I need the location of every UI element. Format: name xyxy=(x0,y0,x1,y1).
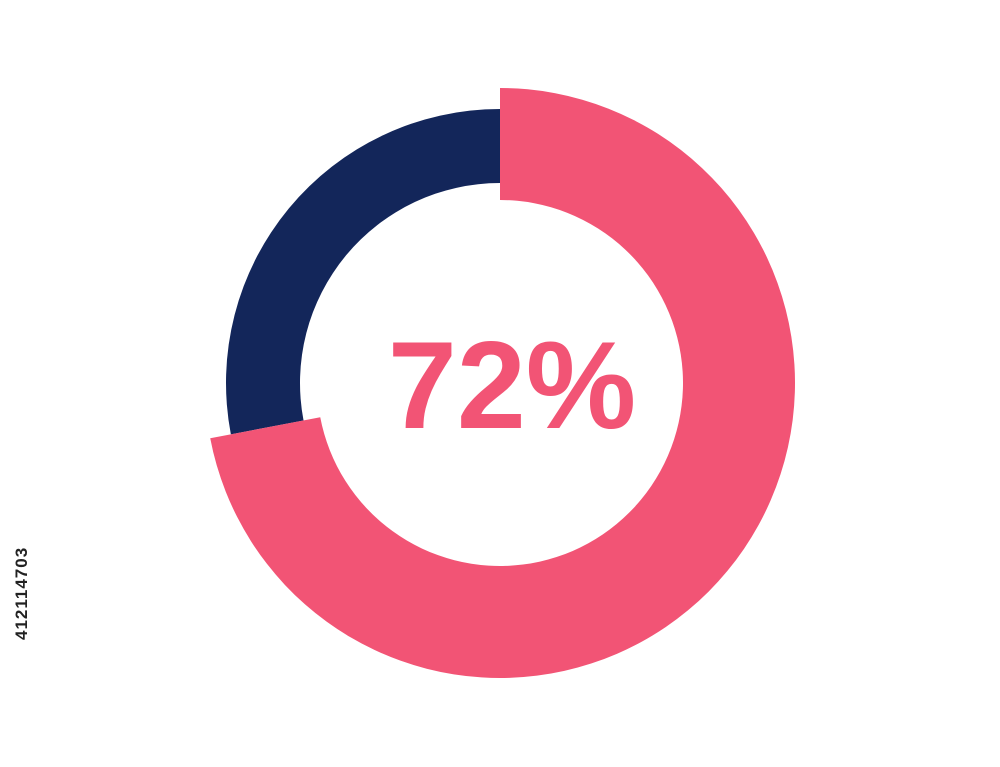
donut-slice-main xyxy=(210,88,795,678)
donut-slice-remaining xyxy=(225,109,500,435)
watermark-id: 412114703 xyxy=(12,546,31,640)
center-percentage-label: 72% xyxy=(388,317,636,455)
